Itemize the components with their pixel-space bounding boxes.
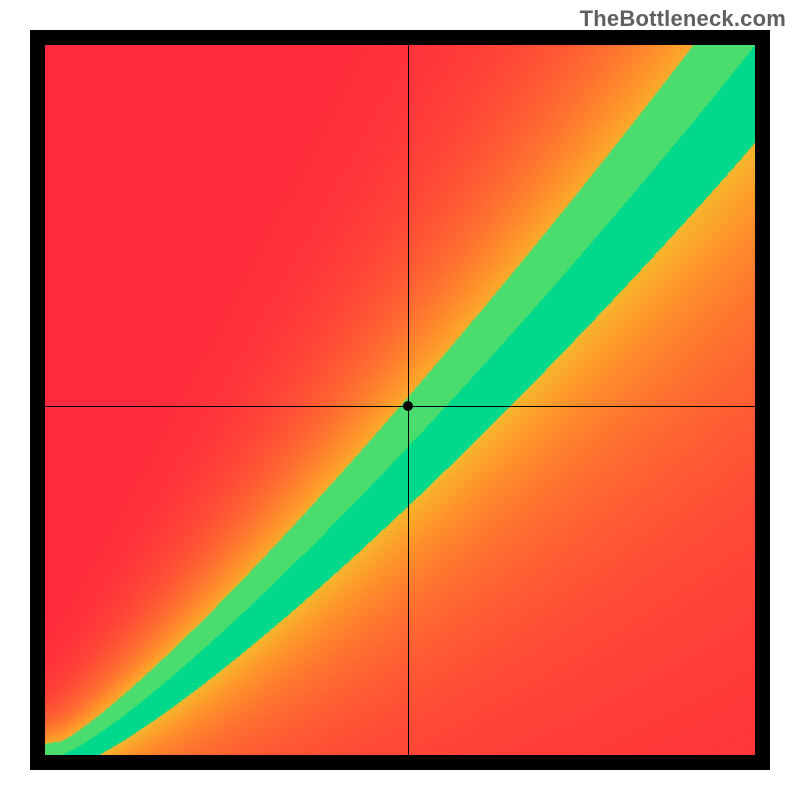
crosshair-vertical	[408, 45, 409, 755]
chart-container: TheBottleneck.com	[0, 0, 800, 800]
bottleneck-heatmap	[45, 45, 755, 755]
selected-point-marker	[403, 401, 413, 411]
attribution-text: TheBottleneck.com	[580, 6, 786, 32]
crosshair-horizontal	[45, 406, 755, 407]
